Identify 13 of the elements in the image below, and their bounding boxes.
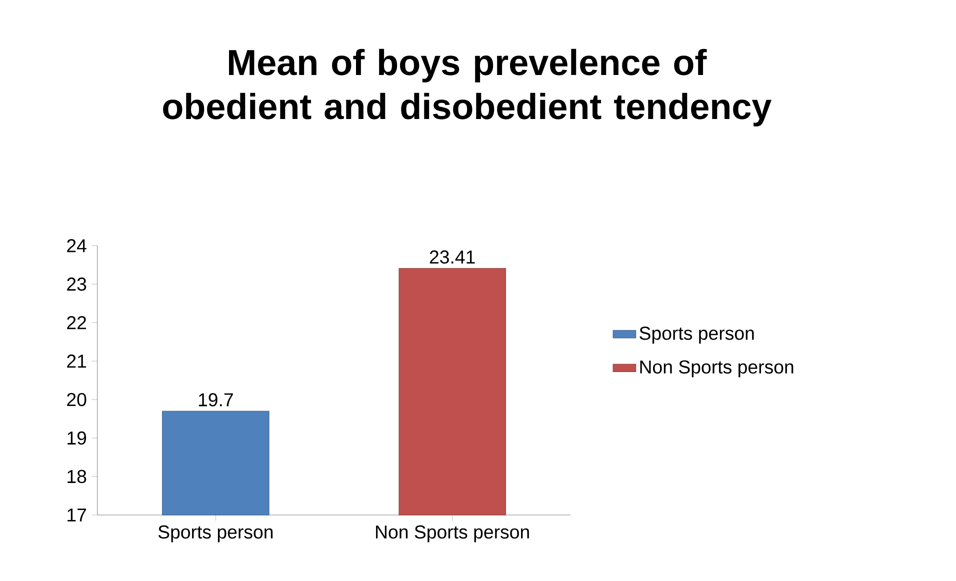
legend-label: Sports person bbox=[640, 326, 754, 344]
y-tick-label: 21 bbox=[67, 354, 86, 368]
data-label: 19.7 bbox=[198, 393, 233, 406]
y-tick-label: 19 bbox=[68, 431, 86, 445]
chart-title: Mean of boys prevelence of obedient and disobedient tendency bbox=[163, 48, 772, 126]
y-tick-label: 23 bbox=[67, 278, 86, 291]
y-tick-label: 17 bbox=[68, 508, 86, 522]
y-tick-label: 24 bbox=[67, 239, 86, 252]
data-label: 23.41 bbox=[430, 250, 475, 264]
legend-label: Non Sports person bbox=[640, 360, 794, 378]
y-tick-label: 22 bbox=[67, 316, 86, 330]
y-tick-label: 20 bbox=[67, 392, 86, 406]
y-tick-label: 18 bbox=[68, 470, 86, 484]
